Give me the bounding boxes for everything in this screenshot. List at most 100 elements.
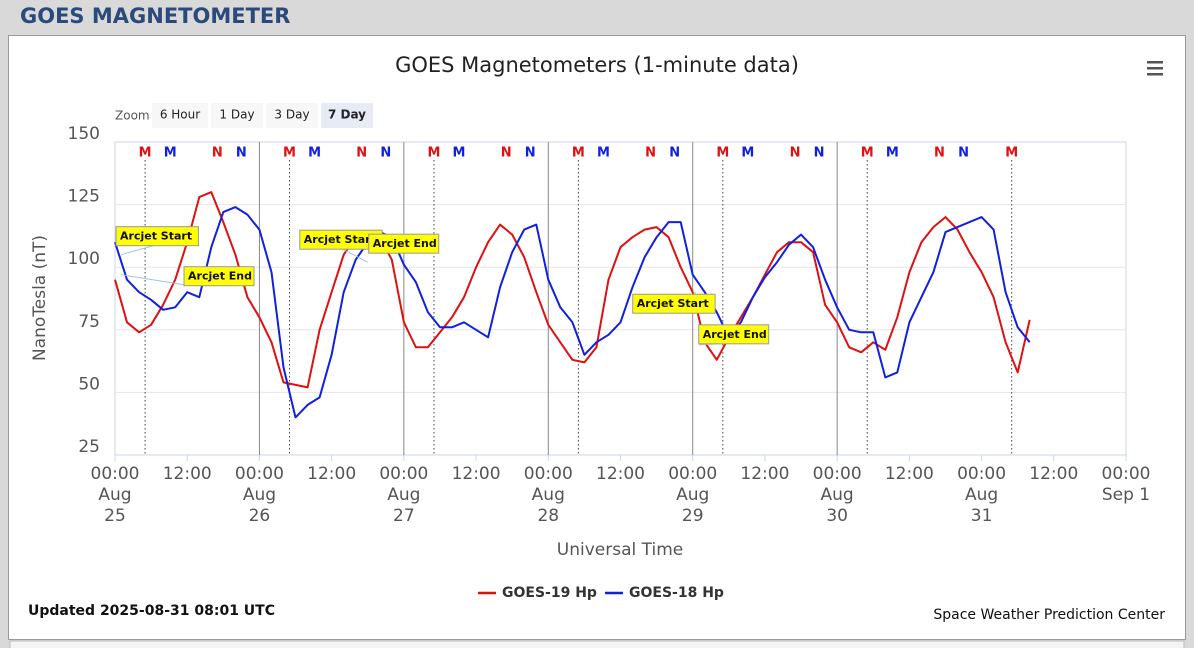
marker-label: N (814, 146, 825, 161)
y-tick-label: 50 (78, 374, 100, 394)
x-tick-label: 00:00 (813, 464, 862, 484)
x-tick-label: 12:00 (307, 464, 356, 484)
zoom-button-bg (211, 103, 263, 128)
marker-label: N (790, 146, 801, 161)
marker-label: N (958, 146, 969, 161)
x-tick-label: Aug (387, 485, 420, 505)
x-tick-label: 00:00 (1102, 464, 1151, 484)
zoom-button[interactable]: 7 Day (321, 103, 373, 128)
chart-panel (8, 35, 1186, 640)
series-line (114, 206, 1031, 419)
x-tick-label: Aug (965, 485, 998, 505)
y-tick-label: 100 (68, 249, 100, 269)
annotation-connector (120, 244, 158, 256)
marker-label: M (427, 146, 440, 161)
chart-title: GOES Magnetometers (1-minute data) (395, 53, 799, 77)
zoom-button-label: 3 Day (274, 108, 309, 122)
annotation-label: Arcjet Start (120, 230, 192, 243)
zoom-button-bg (266, 103, 318, 128)
y-tick-label: 25 (78, 437, 100, 457)
marker-label: M (308, 146, 321, 161)
annotation-connector (340, 247, 368, 263)
marker-label: N (645, 146, 656, 161)
annotation-connector (120, 274, 185, 286)
menu-bar (1147, 61, 1163, 64)
annotation-label: Arcjet End (188, 270, 252, 283)
marker-label: M (886, 146, 899, 161)
y-tick-label: 125 (68, 187, 100, 207)
annotation-box (632, 293, 716, 314)
annotation-box (698, 324, 770, 345)
marker-label: M (597, 146, 610, 161)
x-tick-label: 27 (393, 506, 415, 526)
annotation-box (115, 226, 199, 247)
x-tick-label: 29 (682, 506, 704, 526)
marker-label: N (236, 146, 247, 161)
lower-panel (9, 640, 1185, 648)
y-tick-label: 75 (78, 312, 100, 332)
x-tick-label: 12:00 (740, 464, 789, 484)
annotation-box (183, 266, 255, 287)
y-axis-title: NanoTesla (nT) (30, 235, 50, 361)
updated-note: Updated 2025-08-31 08:01 UTC (28, 603, 275, 619)
marker-label: M (716, 146, 729, 161)
annotation-label: Arcjet Start (304, 233, 376, 246)
zoom-button-bg (152, 103, 208, 128)
marker-label: N (501, 146, 512, 161)
menu-button[interactable] (1147, 61, 1163, 76)
marker-label: M (1005, 146, 1018, 161)
legend-label: GOES-18 Hp (629, 585, 724, 601)
x-tick-label: 12:00 (596, 464, 645, 484)
marker-label: N (212, 146, 223, 161)
annotation-box (368, 233, 440, 254)
x-tick-label: 00:00 (379, 464, 428, 484)
page-title: GOES MAGNETOMETER (20, 4, 290, 28)
marker-label: M (741, 146, 754, 161)
zoom-label: Zoom (115, 109, 150, 123)
x-tick-label: Sep 1 (1102, 485, 1150, 505)
annotation-label: Arcjet Start (637, 297, 709, 310)
marker-label: N (934, 146, 945, 161)
x-tick-label: Aug (243, 485, 276, 505)
x-tick-label: 00:00 (235, 464, 284, 484)
x-tick-label: 12:00 (1029, 464, 1078, 484)
y-tick-label: 150 (68, 124, 100, 144)
menu-bar (1147, 73, 1163, 76)
zoom-button-label: 6 Hour (160, 108, 200, 122)
menu-bar (1147, 67, 1163, 70)
marker-label: N (380, 146, 391, 161)
x-axis-title: Universal Time (557, 540, 683, 560)
marker-label: M (164, 146, 177, 161)
marker-label: M (453, 146, 466, 161)
x-tick-label: 26 (249, 506, 271, 526)
zoom-button-label: 1 Day (219, 108, 254, 122)
annotation-label: Arcjet End (373, 237, 437, 250)
marker-label: N (525, 146, 536, 161)
marker-label: M (283, 146, 296, 161)
marker-label: M (861, 146, 874, 161)
x-tick-label: 00:00 (91, 464, 140, 484)
zoom-button[interactable]: 3 Day (266, 103, 318, 128)
x-tick-label: Aug (532, 485, 565, 505)
x-tick-label: 00:00 (668, 464, 717, 484)
x-tick-label: 28 (537, 506, 559, 526)
x-tick-label: 12:00 (452, 464, 501, 484)
x-tick-label: 30 (826, 506, 848, 526)
credit: Space Weather Prediction Center (933, 607, 1165, 623)
x-tick-label: 00:00 (957, 464, 1006, 484)
x-tick-label: 25 (104, 506, 126, 526)
zoom-button[interactable]: 6 Hour (152, 103, 208, 128)
marker-label: M (572, 146, 585, 161)
marker-label: N (669, 146, 680, 161)
x-tick-label: 12:00 (885, 464, 934, 484)
zoom-button-bg (321, 103, 373, 128)
zoom-button[interactable]: 1 Day (211, 103, 263, 128)
x-tick-label: 31 (971, 506, 993, 526)
x-tick-label: Aug (98, 485, 131, 505)
x-tick-label: 12:00 (163, 464, 212, 484)
annotation-label: Arcjet End (703, 328, 767, 341)
x-tick-label: 00:00 (524, 464, 573, 484)
x-tick-label: Aug (821, 485, 854, 505)
